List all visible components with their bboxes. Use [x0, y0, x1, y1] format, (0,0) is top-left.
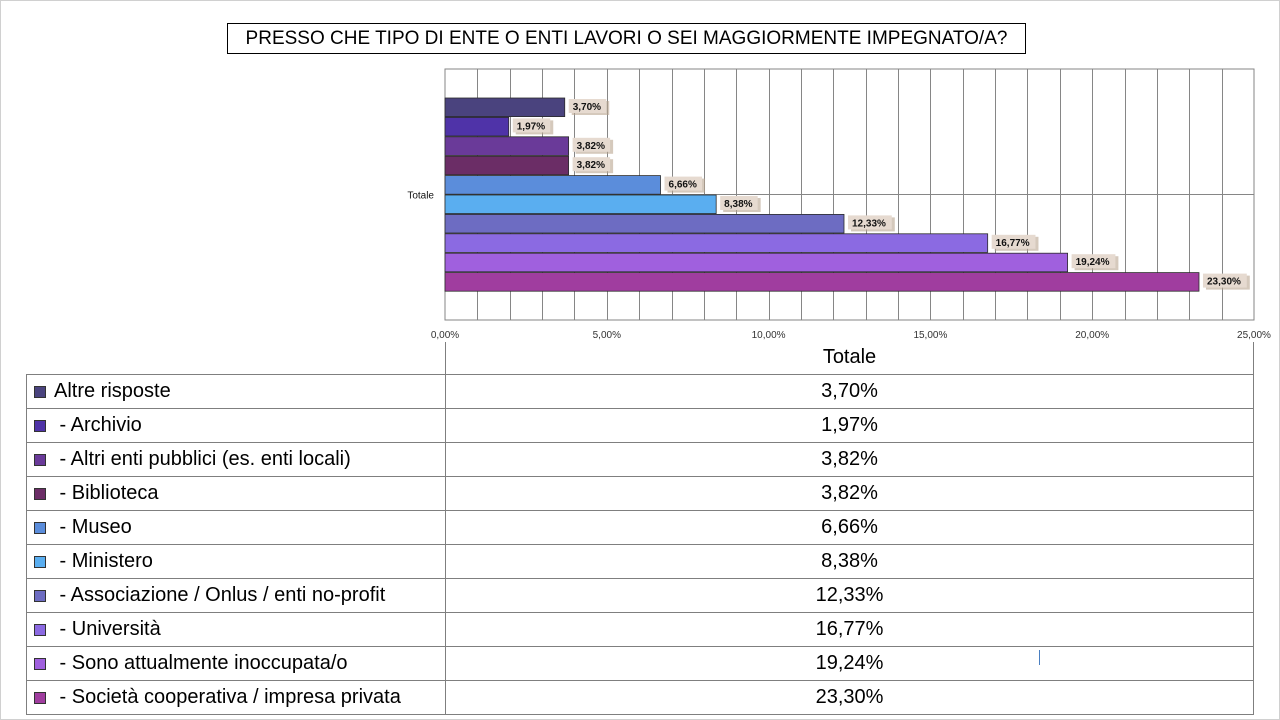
legend-swatch: [34, 623, 46, 636]
text-cursor-mark: [1039, 650, 1040, 665]
data-label: 23,30%: [1207, 277, 1241, 288]
data-label-bg: [664, 176, 703, 191]
value-cell: 3,70%: [445, 373, 1254, 409]
category-label: Totale: [407, 191, 434, 202]
legend-swatch: [34, 487, 46, 500]
data-label: 12,33%: [852, 218, 886, 229]
table-row: Altre risposte 3,70%: [26, 373, 1254, 409]
data-label-bg: [572, 157, 611, 172]
bar: [444, 272, 1200, 292]
x-tick-label: 25,00%: [1237, 330, 1271, 341]
bar-chart: 0,00% 5,00% 10,00% 15,00% 20,00% 25,00% Totale…: [407, 68, 1271, 341]
value-cell: 12,33%: [445, 577, 1254, 613]
table-row: - Altri enti pubblici (es. enti locali) 3…: [26, 441, 1254, 477]
table-row: - Biblioteca 3,82%: [26, 475, 1254, 511]
legend-label: - Archivio: [54, 413, 142, 436]
bar: [444, 155, 570, 176]
value-cell: 19,24%: [445, 645, 1254, 681]
legend-label: - Università: [54, 617, 161, 640]
bar: [444, 233, 989, 253]
data-label: 3,82%: [577, 160, 605, 171]
table-row: - Sono attualmente inoccupata/o 19,24%: [26, 645, 1254, 681]
value-cell: 6,66%: [445, 509, 1254, 545]
legend-cell: - Sono attualmente inoccupata/o: [26, 645, 446, 681]
legend-cell: - Museo: [26, 509, 446, 545]
data-label-bg: [991, 234, 1036, 249]
legend-cell: Altre risposte: [26, 373, 446, 409]
x-tick-label: 0,00%: [431, 330, 459, 341]
data-label: 6,66%: [669, 180, 697, 191]
value-cell: 23,30%: [445, 679, 1254, 715]
bar: [444, 175, 661, 195]
data-label-bg: [847, 215, 892, 230]
chart-title: PRESSO CHE TIPO DI ENTE O ENTI LAVORI O …: [227, 23, 1026, 54]
legend-cell: - Biblioteca: [26, 475, 446, 511]
legend-swatch: [34, 555, 46, 568]
value-cell: 1,97%: [445, 407, 1254, 443]
data-table: Totale Altre risposte 3,70% - Archivio 1,9…: [26, 342, 1254, 715]
bar: [444, 194, 717, 215]
table-row: - Ministero 8,38%: [26, 543, 1254, 579]
data-label-bg: [1071, 254, 1116, 269]
data-label-bg: [572, 137, 611, 152]
legend-swatch: [34, 691, 46, 704]
legend-label: - Società cooperativa / impresa privata: [54, 685, 401, 708]
legend-cell: - Società cooperativa / impresa privata: [26, 679, 446, 715]
data-label: 19,24%: [1076, 257, 1110, 268]
bar: [444, 117, 510, 137]
legend-cell: - Associazione / Onlus / enti no-profit: [26, 577, 446, 613]
legend-label: - Sono attualmente inoccupata/o: [54, 651, 348, 674]
bar: [444, 97, 566, 118]
legend-label: - Associazione / Onlus / enti no-profit: [54, 583, 386, 606]
value-cell: 8,38%: [445, 543, 1254, 579]
data-label: 1,97%: [517, 121, 545, 132]
legend-swatch: [34, 657, 46, 670]
x-tick-label: 10,00%: [752, 330, 786, 341]
x-tick-label: 15,00%: [913, 330, 947, 341]
bar: [444, 252, 1069, 273]
value-cell: 16,77%: [445, 611, 1254, 647]
value-cell: 3,82%: [445, 441, 1254, 477]
legend-cell: - Archivio: [26, 407, 446, 443]
data-label-bg: [1202, 273, 1247, 288]
x-tick-label: 5,00%: [593, 330, 621, 341]
table-row: - Archivio 1,97%: [26, 407, 1254, 443]
table-row: - Associazione / Onlus / enti no-profit 1…: [26, 577, 1254, 613]
bar: [444, 136, 570, 156]
table-row: - Università 16,77%: [26, 611, 1254, 647]
data-label: 8,38%: [724, 199, 752, 210]
data-label: 3,70%: [573, 102, 601, 113]
table-corner: [27, 342, 446, 374]
legend-swatch: [34, 589, 46, 602]
legend-label: - Museo: [54, 515, 132, 538]
x-tick-label: 20,00%: [1075, 330, 1109, 341]
data-label: 16,77%: [996, 238, 1030, 249]
data-label-bg: [720, 196, 758, 210]
table-row: - Museo 6,66%: [26, 509, 1254, 545]
data-label-bg: [512, 118, 551, 133]
legend-label: - Biblioteca: [54, 481, 159, 504]
legend-swatch: [34, 453, 46, 466]
legend-cell: - Ministero: [26, 543, 446, 579]
data-label: 3,82%: [577, 141, 605, 152]
legend-cell: - Università: [26, 611, 446, 647]
legend-label: Altre risposte: [54, 379, 171, 402]
legend-label: - Altri enti pubblici (es. enti locali): [54, 447, 351, 470]
table-row: - Società cooperativa / impresa privata 2…: [26, 679, 1254, 715]
legend-swatch: [34, 419, 46, 432]
value-cell: 3,82%: [445, 475, 1254, 511]
legend-cell: - Altri enti pubblici (es. enti locali): [26, 441, 446, 477]
data-label-bg: [568, 99, 607, 113]
legend-label: - Ministero: [54, 549, 153, 572]
table-header-totale: Totale: [445, 342, 1254, 374]
legend-swatch: [34, 521, 46, 534]
legend-swatch: [34, 385, 46, 398]
bar: [444, 213, 845, 234]
